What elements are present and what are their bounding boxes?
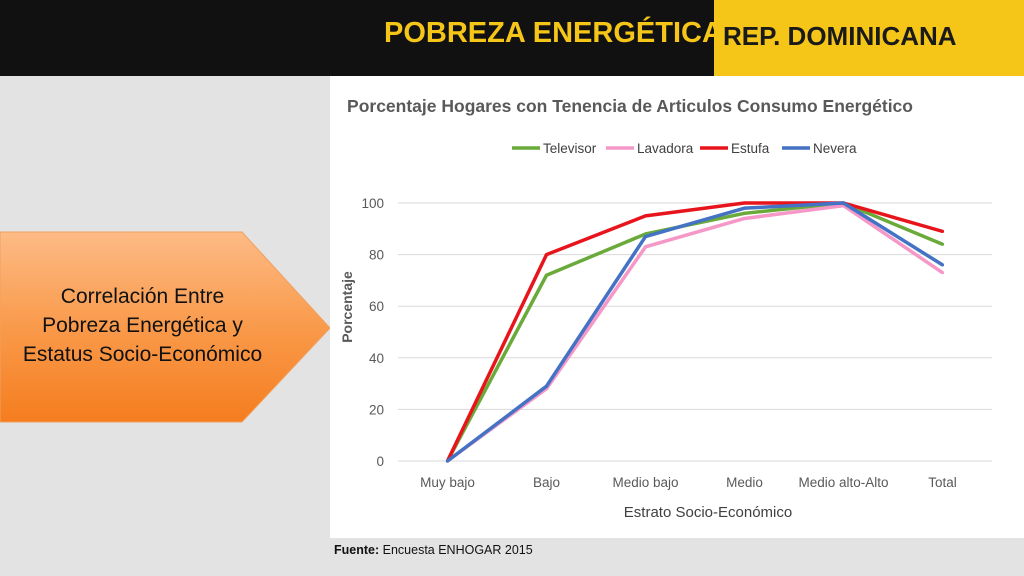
- source-text: Encuesta ENHOGAR 2015: [382, 543, 533, 557]
- series-line-nevera: [446, 201, 944, 463]
- x-axis-label: Estrato Socio-Económico: [624, 504, 792, 521]
- chart-legend: Televisor Lavadora Estufa Nevera: [512, 141, 857, 156]
- source-label: Fuente:: [334, 543, 380, 557]
- y-tick-label: 40: [369, 351, 384, 366]
- series-line-lavadora: [446, 203, 944, 463]
- source-note: Fuente: Encuesta ENHOGAR 2015: [334, 543, 533, 557]
- legend-label: Nevera: [813, 141, 857, 156]
- data-point: [940, 229, 945, 233]
- data-point: [544, 384, 549, 388]
- y-tick-label: 0: [376, 454, 384, 469]
- chart-title: Porcentaje Hogares con Tenencia de Artic…: [347, 96, 913, 116]
- callout-line-1: Correlación Entre: [60, 285, 225, 308]
- legend-label: Lavadora: [637, 141, 694, 156]
- x-tick-label: Bajo: [533, 475, 560, 490]
- y-axis-label: Porcentaje: [339, 271, 355, 343]
- callout-text: Correlación Entre Pobreza Energética y E…: [0, 282, 285, 369]
- chart-panel: Porcentaje Hogares con Tenencia de Artic…: [330, 76, 1024, 538]
- series-line-televisor: [445, 201, 944, 462]
- callout-line-3: Estatus Socio-Económico: [22, 343, 263, 366]
- callout-arrow: Correlación Entre Pobreza Energética y E…: [0, 226, 340, 430]
- x-tick-label: Total: [928, 475, 957, 490]
- callout-line-2: Pobreza Energética y: [42, 314, 243, 337]
- page-title: POBREZA ENERGÉTICA: [384, 17, 723, 49]
- legend-label: Televisor: [543, 141, 597, 156]
- data-point: [544, 253, 549, 257]
- x-tick-label: Medio bajo: [612, 475, 678, 490]
- data-point: [445, 459, 450, 463]
- data-point: [742, 201, 747, 205]
- country-banner: [714, 0, 1024, 76]
- data-point: [940, 242, 945, 246]
- y-tick-label: 60: [369, 299, 384, 314]
- data-point: [544, 273, 549, 277]
- arrow-shape: [0, 231, 331, 423]
- series-line-estufa: [445, 201, 943, 462]
- y-tick-label: 20: [369, 402, 384, 417]
- chart-grid: [398, 202, 992, 462]
- data-point: [643, 245, 648, 249]
- y-tick-label: 100: [361, 196, 384, 211]
- data-point: [940, 263, 945, 267]
- legend-label: Estufa: [731, 141, 770, 156]
- y-axis-ticks: 0 20 40 60 80 100: [361, 196, 384, 469]
- data-point: [940, 271, 945, 275]
- x-axis-ticks: Muy bajo Bajo Medio bajo Medio Medio alto-Al…: [420, 475, 957, 490]
- x-tick-label: Muy bajo: [420, 475, 475, 490]
- data-point: [742, 216, 747, 221]
- data-point: [742, 211, 747, 215]
- x-tick-label: Medio alto-Alto: [798, 475, 888, 490]
- country-label: REP. DOMINICANA: [723, 21, 957, 51]
- y-tick-label: 80: [369, 248, 384, 263]
- x-tick-label: Medio: [726, 475, 763, 490]
- chart-series: [445, 201, 945, 463]
- data-point: [742, 206, 747, 210]
- line-chart: Porcentaje Hogares con Tenencia de Artic…: [339, 96, 992, 521]
- data-point: [841, 201, 846, 205]
- data-point: [643, 234, 648, 239]
- data-point: [643, 214, 648, 218]
